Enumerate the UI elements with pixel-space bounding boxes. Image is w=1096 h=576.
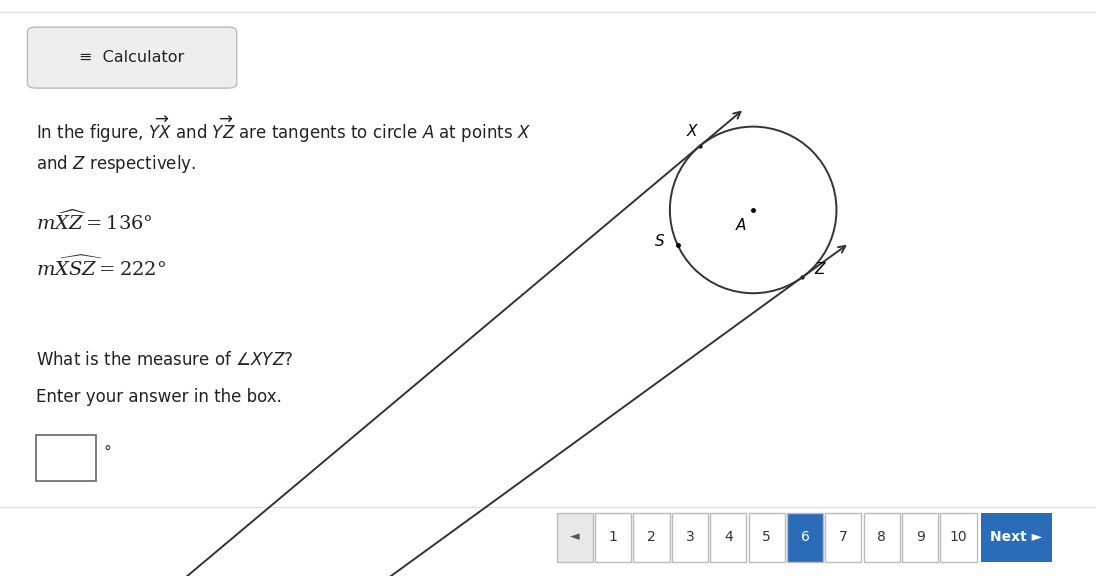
FancyBboxPatch shape [749, 513, 785, 562]
Text: $A$: $A$ [734, 217, 746, 233]
Text: Enter your answer in the box.: Enter your answer in the box. [36, 388, 282, 407]
FancyBboxPatch shape [940, 513, 977, 562]
Text: 10: 10 [949, 530, 968, 544]
Text: 9: 9 [915, 530, 925, 544]
FancyBboxPatch shape [864, 513, 900, 562]
Text: 3: 3 [686, 530, 694, 544]
Text: ≡  Calculator: ≡ Calculator [79, 50, 185, 65]
FancyBboxPatch shape [557, 513, 593, 562]
FancyBboxPatch shape [981, 513, 1052, 562]
Text: ◄: ◄ [570, 530, 580, 544]
FancyBboxPatch shape [36, 435, 96, 481]
Text: $Z$: $Z$ [814, 261, 827, 277]
FancyBboxPatch shape [825, 513, 861, 562]
Text: and $Z$ respectively.: and $Z$ respectively. [36, 153, 196, 175]
FancyBboxPatch shape [595, 513, 631, 562]
Text: 8: 8 [877, 530, 887, 544]
Text: $S$: $S$ [653, 233, 665, 249]
Text: $X$: $X$ [686, 123, 699, 139]
FancyBboxPatch shape [710, 513, 746, 562]
FancyBboxPatch shape [633, 513, 670, 562]
Text: 6: 6 [800, 530, 810, 544]
Text: 2: 2 [648, 530, 655, 544]
Text: 1: 1 [608, 530, 618, 544]
Text: 4: 4 [724, 530, 732, 544]
FancyBboxPatch shape [672, 513, 708, 562]
Text: °: ° [103, 445, 111, 460]
Text: 7: 7 [840, 530, 847, 544]
Text: In the figure, $\overrightarrow{YX}$ and $\overrightarrow{YZ}$ are tangents to c: In the figure, $\overrightarrow{YX}$ and… [36, 115, 530, 145]
FancyBboxPatch shape [27, 27, 237, 88]
Text: $m\widehat{XZ} = 136°$: $m\widehat{XZ} = 136°$ [36, 210, 153, 234]
FancyBboxPatch shape [787, 513, 823, 562]
Text: What is the measure of $\angle XYZ$?: What is the measure of $\angle XYZ$? [36, 351, 294, 369]
Text: 5: 5 [763, 530, 770, 544]
Text: $m\widehat{XSZ} = 222°$: $m\widehat{XSZ} = 222°$ [36, 256, 167, 280]
Text: Next ►: Next ► [991, 530, 1042, 544]
FancyBboxPatch shape [902, 513, 938, 562]
